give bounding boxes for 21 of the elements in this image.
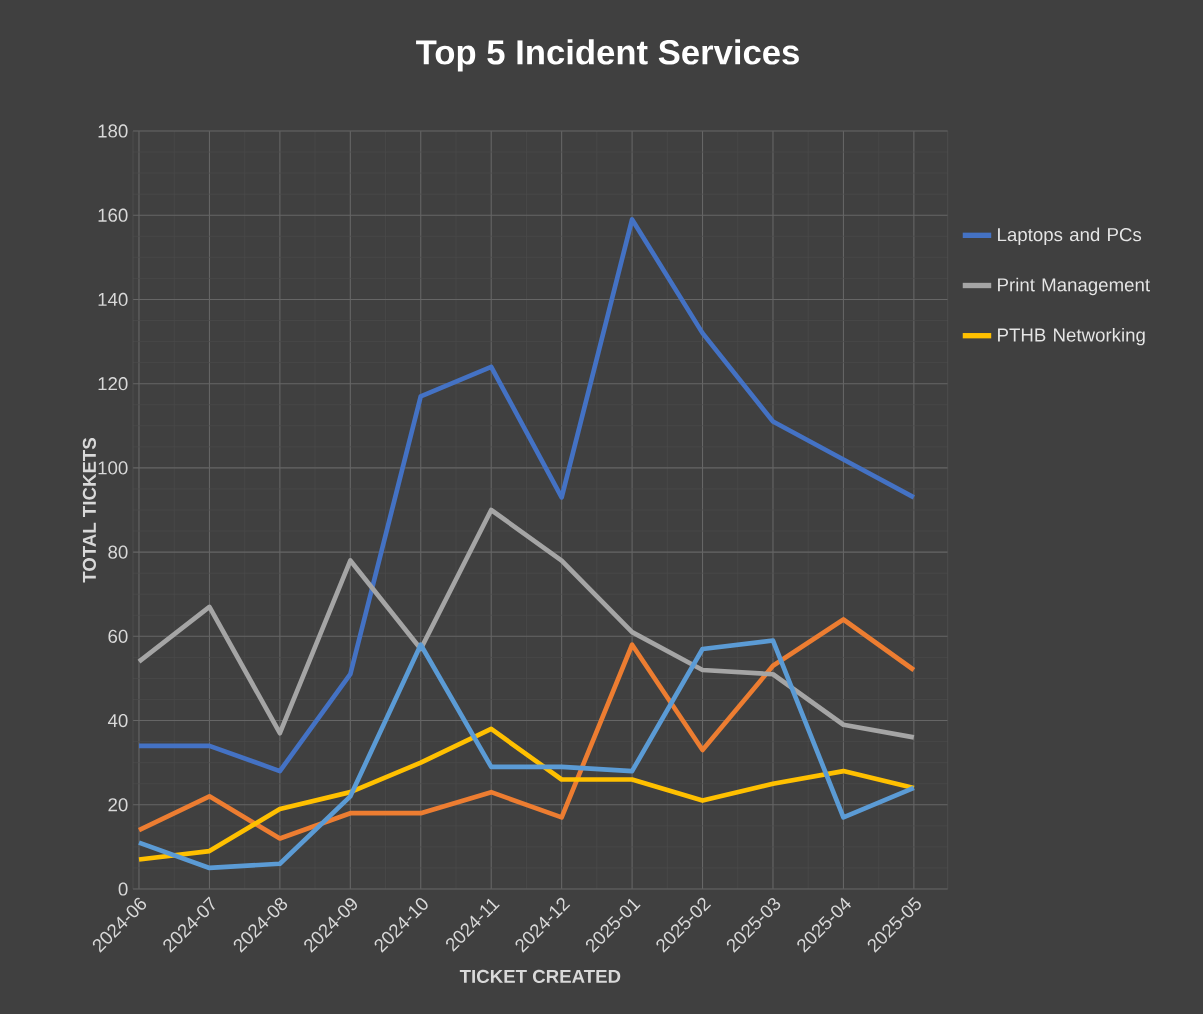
y-tick-label: 140: [98, 292, 128, 307]
y-axis-title: TOTAL TICKETS: [82, 437, 96, 583]
y-tick-label: 120: [98, 377, 128, 391]
line-series: [136, 617, 917, 841]
chart-title: Top 5 Incident Services: [416, 39, 799, 72]
x-axis-title: TICKET CREATED: [459, 969, 621, 983]
y-tick-label: 100: [98, 461, 128, 475]
y-tick-label: 40: [107, 713, 128, 728]
line-series: [136, 217, 917, 774]
y-tick-label: 80: [108, 545, 128, 559]
legend-label: Print Management: [998, 277, 1150, 296]
y-tick-label: 0: [118, 882, 128, 896]
legend-label: Laptops and PCs: [998, 227, 1142, 245]
y-tick-label: 20: [108, 798, 128, 812]
line-series: [136, 638, 917, 871]
y-tick-label: 160: [98, 208, 128, 222]
line-series: [136, 507, 917, 740]
legend-label: PTHB Networking: [998, 327, 1145, 346]
y-tick-label: 60: [108, 629, 128, 643]
y-tick-label: 180: [98, 124, 128, 138]
line-series: [136, 726, 917, 862]
